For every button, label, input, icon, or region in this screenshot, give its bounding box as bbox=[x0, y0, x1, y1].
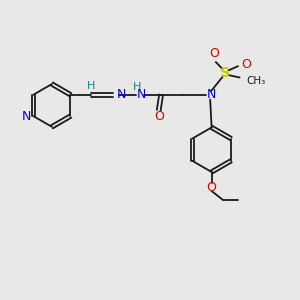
Text: O: O bbox=[241, 58, 251, 71]
Text: H: H bbox=[133, 82, 141, 92]
Text: N: N bbox=[207, 88, 216, 101]
Text: H: H bbox=[87, 81, 95, 92]
Text: S: S bbox=[220, 66, 230, 80]
Text: N: N bbox=[22, 110, 32, 123]
Text: O: O bbox=[154, 110, 164, 123]
Text: CH₃: CH₃ bbox=[247, 76, 266, 86]
Text: O: O bbox=[210, 47, 220, 60]
Text: O: O bbox=[207, 181, 217, 194]
Text: N: N bbox=[137, 88, 146, 101]
Text: N: N bbox=[117, 88, 126, 101]
